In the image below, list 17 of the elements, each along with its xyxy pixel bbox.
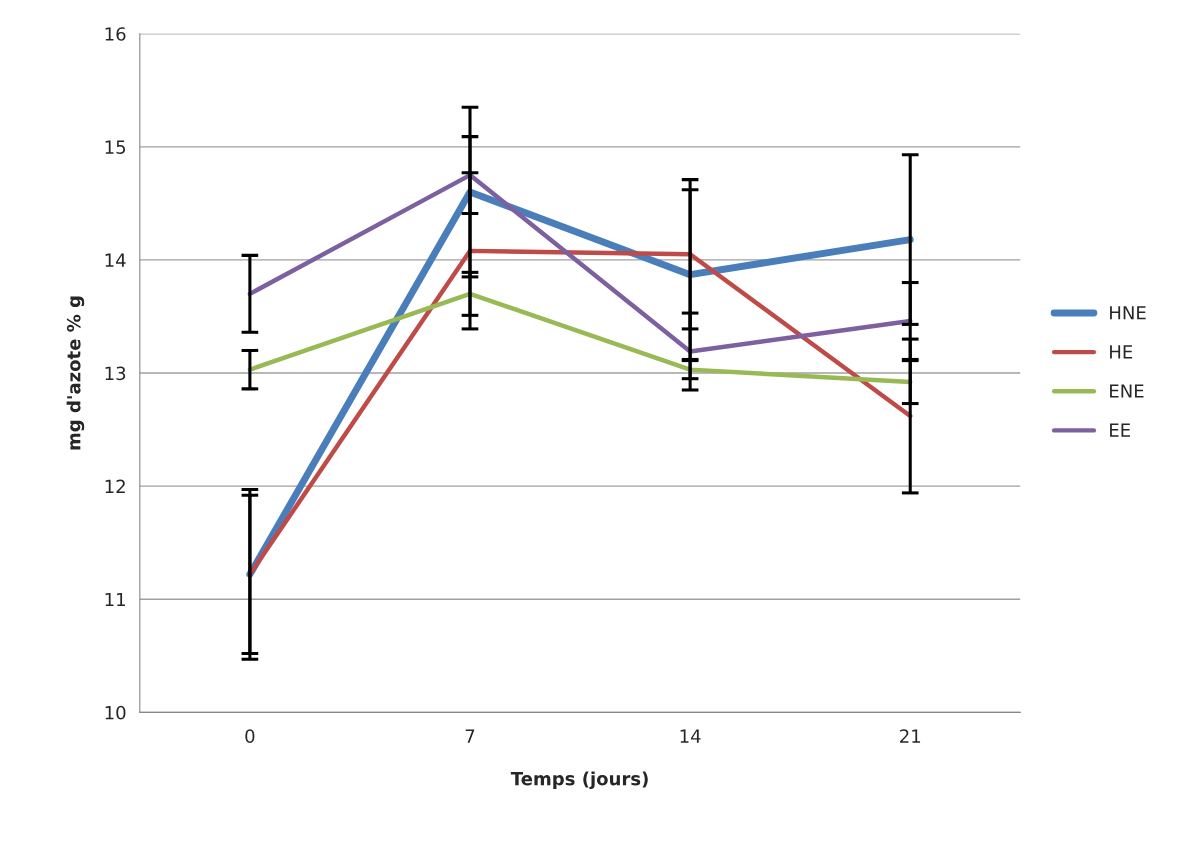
- y-axis-title: mg d'azote % g: [66, 296, 85, 450]
- legend-label: HE: [1110, 345, 1133, 359]
- y-tick-label: 10: [105, 705, 126, 720]
- x-axis-title: Temps (jours): [510, 771, 648, 790]
- y-tick-label: 12: [105, 479, 125, 493]
- y-tick-label: 11: [105, 592, 125, 607]
- legend-label: HNE: [1110, 306, 1146, 320]
- x-tick-label: 21: [900, 729, 921, 743]
- y-tick-label: 16: [105, 27, 126, 41]
- x-tick-label: 0: [245, 729, 255, 743]
- x-tick-label: 7: [465, 729, 475, 743]
- legend-label: EE: [1110, 423, 1130, 437]
- y-tick-label: 15: [105, 140, 126, 154]
- x-tick-label: 14: [680, 729, 701, 743]
- legend-label: ENE: [1110, 384, 1144, 398]
- y-tick-label: 14: [105, 253, 126, 267]
- y-tick-label: 13: [105, 366, 126, 381]
